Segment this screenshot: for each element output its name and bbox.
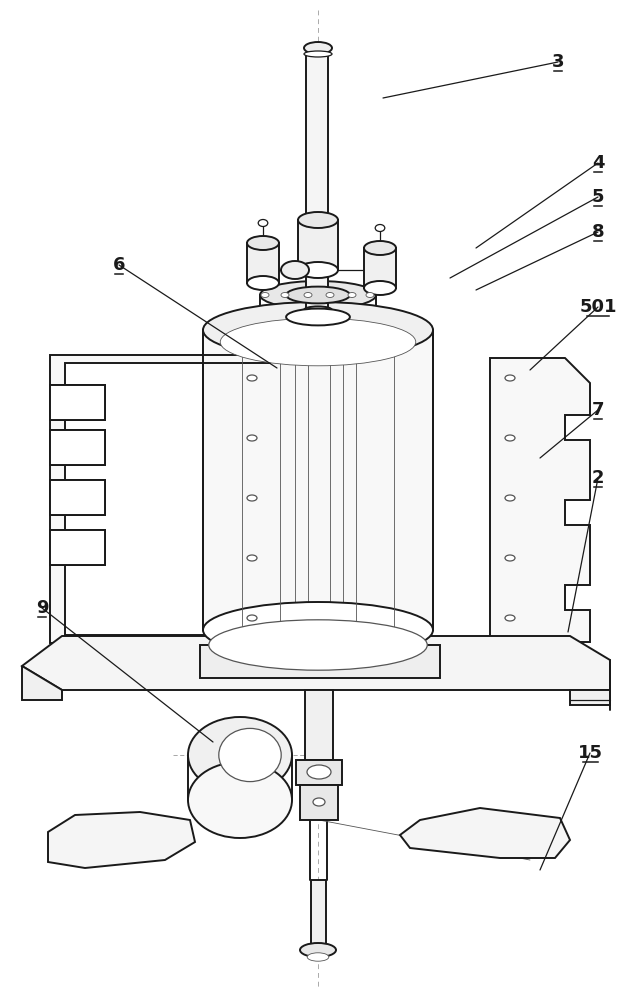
Ellipse shape	[188, 717, 292, 793]
Ellipse shape	[304, 306, 332, 314]
Bar	[203, 330, 433, 630]
Ellipse shape	[298, 262, 338, 278]
Polygon shape	[48, 812, 195, 868]
Polygon shape	[490, 358, 590, 642]
Ellipse shape	[505, 495, 515, 501]
Ellipse shape	[304, 42, 332, 54]
Bar	[364, 248, 396, 288]
Ellipse shape	[298, 212, 338, 228]
Bar	[305, 690, 333, 760]
Ellipse shape	[364, 281, 396, 295]
Polygon shape	[50, 355, 270, 643]
Ellipse shape	[188, 762, 292, 838]
Ellipse shape	[247, 375, 257, 381]
Ellipse shape	[260, 281, 376, 309]
Ellipse shape	[307, 765, 331, 779]
Ellipse shape	[281, 261, 309, 279]
Ellipse shape	[281, 292, 289, 298]
Polygon shape	[22, 636, 610, 690]
Ellipse shape	[258, 220, 268, 227]
Bar	[296, 760, 342, 785]
Bar	[298, 220, 338, 270]
Polygon shape	[50, 385, 105, 420]
Ellipse shape	[375, 225, 385, 232]
Ellipse shape	[348, 292, 356, 298]
Ellipse shape	[220, 318, 416, 366]
Ellipse shape	[304, 292, 312, 298]
Polygon shape	[22, 666, 62, 700]
Ellipse shape	[219, 728, 281, 782]
Ellipse shape	[304, 51, 332, 57]
Ellipse shape	[247, 615, 257, 621]
Ellipse shape	[247, 236, 279, 250]
Text: 6: 6	[113, 256, 125, 274]
Polygon shape	[50, 430, 105, 465]
Bar	[306, 54, 328, 310]
Bar	[247, 243, 279, 283]
Ellipse shape	[247, 495, 257, 501]
Ellipse shape	[300, 943, 336, 957]
Ellipse shape	[505, 615, 515, 621]
Text: 4: 4	[592, 154, 604, 172]
Text: 9: 9	[36, 599, 48, 617]
Polygon shape	[570, 690, 610, 705]
Polygon shape	[50, 480, 105, 515]
Ellipse shape	[364, 241, 396, 255]
Text: 501: 501	[579, 298, 617, 316]
Ellipse shape	[247, 435, 257, 441]
Text: 5: 5	[592, 188, 604, 206]
Ellipse shape	[260, 303, 376, 331]
Ellipse shape	[208, 620, 427, 670]
Text: 7: 7	[592, 401, 604, 419]
Bar	[300, 785, 338, 820]
Ellipse shape	[505, 555, 515, 561]
Polygon shape	[400, 808, 570, 858]
Ellipse shape	[247, 276, 279, 290]
Bar	[200, 645, 440, 678]
Ellipse shape	[203, 602, 433, 658]
Text: 8: 8	[592, 223, 604, 241]
Ellipse shape	[261, 292, 269, 298]
Polygon shape	[50, 530, 105, 565]
Ellipse shape	[505, 435, 515, 441]
Ellipse shape	[326, 292, 334, 298]
Text: 3: 3	[552, 53, 564, 71]
Bar	[311, 880, 326, 950]
Text: 15: 15	[578, 744, 602, 762]
Ellipse shape	[247, 555, 257, 561]
Ellipse shape	[313, 798, 325, 806]
Ellipse shape	[203, 302, 433, 358]
Text: 2: 2	[592, 469, 604, 487]
Ellipse shape	[286, 287, 350, 303]
Ellipse shape	[505, 375, 515, 381]
Ellipse shape	[307, 953, 329, 961]
Ellipse shape	[286, 309, 350, 325]
Ellipse shape	[366, 292, 374, 298]
